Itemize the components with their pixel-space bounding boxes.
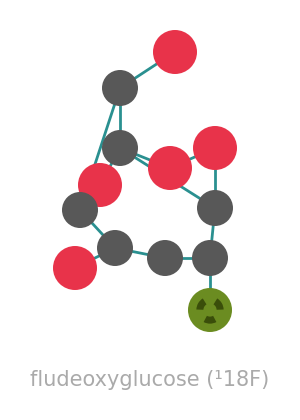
Circle shape [153, 30, 197, 74]
Circle shape [148, 146, 192, 190]
Circle shape [197, 190, 233, 226]
Circle shape [78, 163, 122, 207]
Circle shape [102, 70, 138, 106]
Circle shape [102, 130, 138, 166]
Circle shape [192, 240, 228, 276]
Circle shape [188, 288, 232, 332]
Circle shape [53, 246, 97, 290]
Text: fludeoxyglucose (¹18F): fludeoxyglucose (¹18F) [30, 370, 270, 390]
Wedge shape [196, 299, 206, 310]
Wedge shape [204, 316, 216, 324]
Circle shape [97, 230, 133, 266]
Wedge shape [214, 299, 224, 310]
Circle shape [207, 307, 213, 313]
Circle shape [62, 192, 98, 228]
Circle shape [147, 240, 183, 276]
Circle shape [193, 126, 237, 170]
